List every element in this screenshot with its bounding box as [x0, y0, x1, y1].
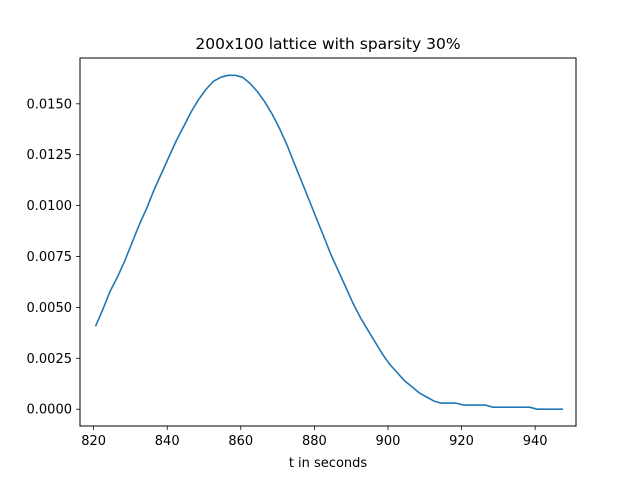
series-line: [95, 74, 564, 411]
plot-area: 820 840 860 880 900 920 940 0.0000 0.0025 0.0050…: [27, 57, 577, 449]
x-tick-label: 920: [449, 434, 474, 449]
plot-background: [80, 58, 576, 426]
y-tick-label: 0.0025: [27, 352, 73, 367]
x-tick-label: 820: [81, 434, 106, 449]
y-tick-label: 0.0000: [27, 403, 73, 418]
y-axis: 0.0000 0.0025 0.0050 0.0075 0.0100 0.0125 0.01…: [27, 97, 80, 418]
x-tick-label: 880: [302, 434, 327, 449]
y-tick-label: 0.0100: [27, 199, 73, 214]
chart-title: 200x100 lattice with sparsity 30%: [195, 35, 460, 53]
x-tick-label: 860: [228, 434, 253, 449]
plot-frame: [79, 57, 577, 427]
y-tick-label: 0.0050: [27, 301, 73, 316]
series-layer: [95, 74, 564, 411]
y-tick-label: 0.0150: [27, 97, 73, 112]
x-axis: 820 840 860 880 900 920 940: [81, 426, 548, 449]
x-tick-label: 900: [376, 434, 401, 449]
y-tick-label: 0.0075: [27, 250, 73, 265]
x-tick-label: 840: [155, 434, 180, 449]
x-axis-label: t in seconds: [289, 456, 368, 471]
x-tick-label: 940: [523, 434, 548, 449]
y-tick-label: 0.0125: [27, 148, 73, 163]
